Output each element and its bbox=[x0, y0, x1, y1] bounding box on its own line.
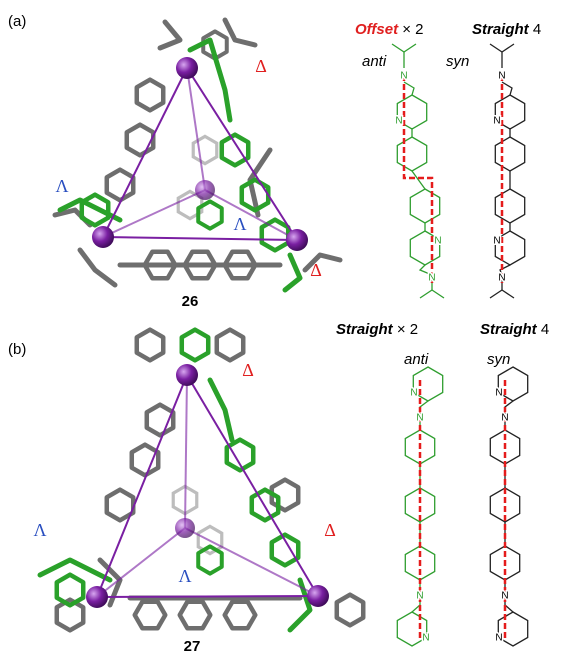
heading-emphasis: Straight bbox=[472, 21, 530, 38]
conformation: syn bbox=[446, 53, 469, 70]
heading-emphasis: Straight bbox=[480, 321, 538, 338]
panel-label: (b) bbox=[8, 341, 26, 358]
ligand-syn bbox=[490, 44, 525, 298]
atom-label: N bbox=[395, 116, 402, 127]
figure: (a) bbox=[0, 0, 565, 656]
ligand-anti bbox=[397, 367, 442, 646]
heading-text: 4 bbox=[541, 321, 549, 338]
heading-emphasis: Straight bbox=[336, 321, 394, 338]
atom-label: N bbox=[493, 116, 500, 127]
stereo-label: Λ bbox=[178, 566, 191, 586]
compound-id: 27 bbox=[184, 638, 201, 655]
atom-label: N bbox=[416, 413, 423, 424]
atom-label: N bbox=[493, 236, 500, 247]
conformation: syn bbox=[487, 351, 510, 368]
stereo-label: Δ bbox=[255, 56, 267, 76]
atom-label: N bbox=[400, 71, 407, 82]
heading-text: 4 bbox=[533, 21, 541, 38]
panel-a: (a) bbox=[8, 13, 541, 310]
atom-label: N bbox=[410, 388, 417, 399]
heading-emphasis: Offset bbox=[355, 21, 399, 38]
stereo-label: Λ bbox=[233, 214, 246, 234]
panel-b: (b) bbox=[8, 321, 549, 655]
compound-id: 26 bbox=[182, 293, 199, 310]
right-heading: Straight 4 bbox=[472, 21, 541, 38]
left-heading: Offset × 2 bbox=[355, 21, 424, 38]
atom-label: N bbox=[501, 413, 508, 424]
heading-text: × 2 bbox=[402, 21, 423, 38]
atom-label: N bbox=[434, 236, 441, 247]
atom-label: N bbox=[422, 633, 429, 644]
atom-label: N bbox=[501, 591, 508, 602]
atom-label: N bbox=[495, 388, 502, 399]
ligand-syn bbox=[490, 367, 527, 646]
stereo-label: Δ bbox=[242, 360, 254, 380]
stereo-label: Λ bbox=[33, 520, 46, 540]
stereo-label: Δ bbox=[324, 520, 336, 540]
stereo-label: Λ bbox=[55, 176, 68, 196]
conformation: anti bbox=[362, 53, 387, 70]
right-heading: Straight 4 bbox=[480, 321, 549, 338]
conformation: anti bbox=[404, 351, 429, 368]
atom-label: N bbox=[498, 71, 505, 82]
stereo-label: Δ bbox=[310, 260, 322, 280]
cage-model bbox=[55, 20, 340, 290]
cage-model bbox=[40, 330, 363, 635]
heading-text: × 2 bbox=[397, 321, 418, 338]
atom-label: N bbox=[428, 273, 435, 284]
panel-label: (a) bbox=[8, 13, 26, 30]
left-heading: Straight × 2 bbox=[336, 321, 418, 338]
atom-label: N bbox=[416, 591, 423, 602]
ligand-anti bbox=[392, 44, 444, 298]
atom-label: N bbox=[495, 633, 502, 644]
atom-label: N bbox=[498, 273, 505, 284]
